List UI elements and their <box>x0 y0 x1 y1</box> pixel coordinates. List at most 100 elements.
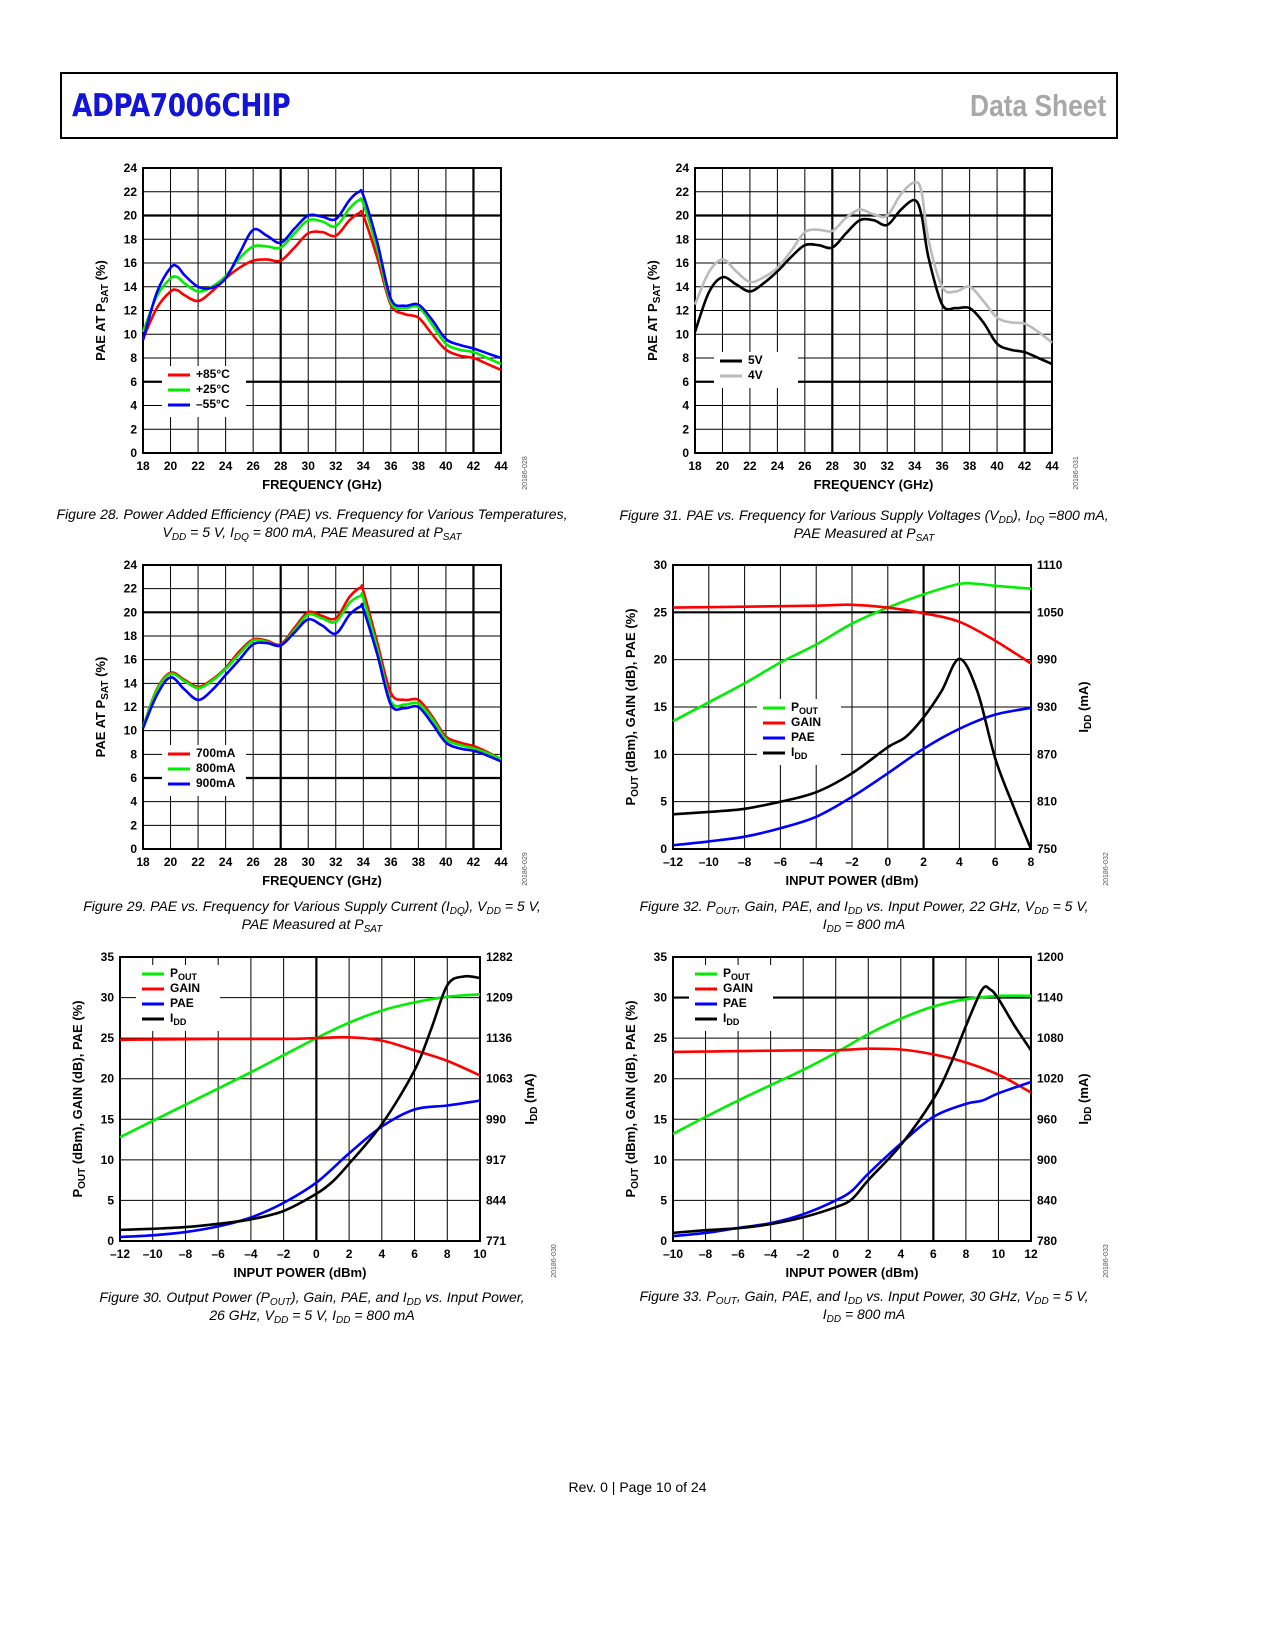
y-tick-label: 22 <box>676 185 690 199</box>
x-tick-label: 32 <box>881 459 895 473</box>
figure-caption: Figure 30. Output Power (POUT​), Gain, P… <box>99 1289 524 1308</box>
y-tick-label: 25 <box>101 1031 115 1045</box>
text-segment: , Gain, PAE, and I <box>737 898 848 914</box>
y-tick-label: 12 <box>124 304 138 318</box>
legend-label: IDD​ <box>723 1011 740 1027</box>
plot-frame <box>672 564 1032 850</box>
x-tick-label: –4 <box>764 1247 778 1261</box>
subscript: OUT <box>178 972 198 982</box>
y-tick-label: 12 <box>124 700 138 714</box>
text-segment: P <box>623 1189 638 1198</box>
series-line <box>141 602 502 763</box>
x-tick-label: 6 <box>992 855 999 869</box>
text-segment: –55°C <box>196 397 230 411</box>
y2-tick-label: 1080 <box>1037 1031 1064 1045</box>
y-tick-label: 10 <box>654 1153 668 1167</box>
subscript: DD <box>848 1296 862 1307</box>
x-tick-label: 2 <box>865 1247 872 1261</box>
text-segment: P <box>623 797 638 806</box>
y2-tick-label: 1140 <box>1037 991 1063 1005</box>
x-tick-label: 18 <box>136 855 150 869</box>
series-line <box>119 1099 481 1239</box>
y-tick-label: 20 <box>124 605 138 619</box>
y-tick-label: 2 <box>130 818 137 832</box>
x-tick-label: 12 <box>1024 1247 1038 1261</box>
y-tick-label: 10 <box>101 1153 115 1167</box>
x-axis-title: FREQUENCY (GHz) <box>814 477 934 492</box>
legend-label: GAIN <box>170 981 200 995</box>
legend-label: –55°C <box>196 397 230 411</box>
legend-label: PAE <box>723 996 747 1010</box>
y2-axis-title: IDD​ (mA) <box>1076 681 1094 732</box>
x-tick-label: 42 <box>467 855 481 869</box>
y-tick-label: 20 <box>676 209 690 223</box>
y-tick-label: 24 <box>676 161 690 175</box>
x-tick-label: –8 <box>179 1247 193 1261</box>
x-tick-label: 4 <box>378 1247 385 1261</box>
x-tick-label: 44 <box>494 855 508 869</box>
y2-tick-label: 1063 <box>486 1072 513 1086</box>
text-segment: PAE <box>170 996 194 1010</box>
x-tick-label: 2 <box>346 1247 353 1261</box>
y-tick-label: 24 <box>124 161 138 175</box>
x-tick-label: 40 <box>439 855 453 869</box>
chart-fig29: 18 20 22 24 26 28 30 32 34 36 38 40 42 44024681012141… <box>83 558 541 935</box>
text-segment: FREQUENCY (GHz) <box>262 477 382 492</box>
text-segment: , Gain, PAE, and I <box>737 1288 848 1304</box>
y2-tick-label: 960 <box>1037 1112 1057 1126</box>
x-tick-label: 4 <box>897 1247 904 1261</box>
x-tick-label: 24 <box>219 459 233 473</box>
x-tick-label: 0 <box>832 1247 839 1261</box>
y-tick-label: 20 <box>654 653 668 667</box>
text-segment: PAE AT P <box>93 303 108 361</box>
subscript: DQ <box>450 906 465 917</box>
legend-label: GAIN <box>723 981 753 995</box>
subscript: OUT <box>630 1168 641 1189</box>
y-tick-label: 20 <box>101 1072 115 1086</box>
y-tick-label: 0 <box>107 1234 114 1248</box>
figure-id: 20186-029 <box>522 852 529 886</box>
text-segment: = 5 V, <box>1049 898 1089 914</box>
figure-caption: Figure 29. PAE vs. Frequency for Various… <box>83 898 541 917</box>
x-tick-label: 6 <box>930 1247 937 1261</box>
x-tick-label: 26 <box>246 459 260 473</box>
y-tick-label: 6 <box>130 771 137 785</box>
series-line <box>141 209 502 372</box>
x-tick-label: 38 <box>412 459 426 473</box>
x-tick-label: 0 <box>884 855 891 869</box>
y2-tick-label: 844 <box>486 1193 506 1207</box>
x-tick-label: 36 <box>384 459 398 473</box>
y-tick-label: 20 <box>654 1072 668 1086</box>
document-title: ADPA7006CHIP <box>72 88 291 124</box>
y2-tick-label: 917 <box>486 1153 506 1167</box>
text-segment: = 800 mA <box>841 916 905 932</box>
x-tick-label: 42 <box>1018 459 1032 473</box>
plot-frame <box>119 956 481 1242</box>
y-tick-label: 25 <box>654 1031 668 1045</box>
y-axis-title: POUT​ (dBm), GAIN (dB), PAE (%) <box>623 608 641 805</box>
x-tick-label: 34 <box>357 855 371 869</box>
x-tick-label: 40 <box>439 459 453 473</box>
subscript: OUT <box>716 906 738 917</box>
text-segment: FREQUENCY (GHz) <box>814 477 934 492</box>
x-tick-label: –8 <box>699 1247 713 1261</box>
y2-tick-label: 1209 <box>486 991 513 1005</box>
text-segment: FREQUENCY (GHz) <box>262 873 382 888</box>
y2-axis-title: IDD​ (mA) <box>522 1073 540 1124</box>
text-segment: (mA) <box>1076 1073 1091 1106</box>
y2-tick-label: 870 <box>1037 747 1057 761</box>
x-tick-label: 44 <box>494 459 508 473</box>
y-tick-label: 4 <box>682 399 689 413</box>
subscript: DQ <box>1029 515 1044 526</box>
y-tick-label: 10 <box>124 327 138 341</box>
x-tick-label: 32 <box>329 855 343 869</box>
x-tick-label: 22 <box>743 459 757 473</box>
subscript: OUT <box>630 776 641 797</box>
subscript: DD <box>407 1297 421 1308</box>
plot-frame <box>142 167 502 454</box>
x-tick-label: 30 <box>302 855 316 869</box>
y2-tick-label: 840 <box>1037 1193 1057 1207</box>
text-segment: = 5 V, I <box>288 1307 336 1323</box>
legend-label: 4V <box>748 368 763 382</box>
y-tick-label: 22 <box>124 185 138 199</box>
